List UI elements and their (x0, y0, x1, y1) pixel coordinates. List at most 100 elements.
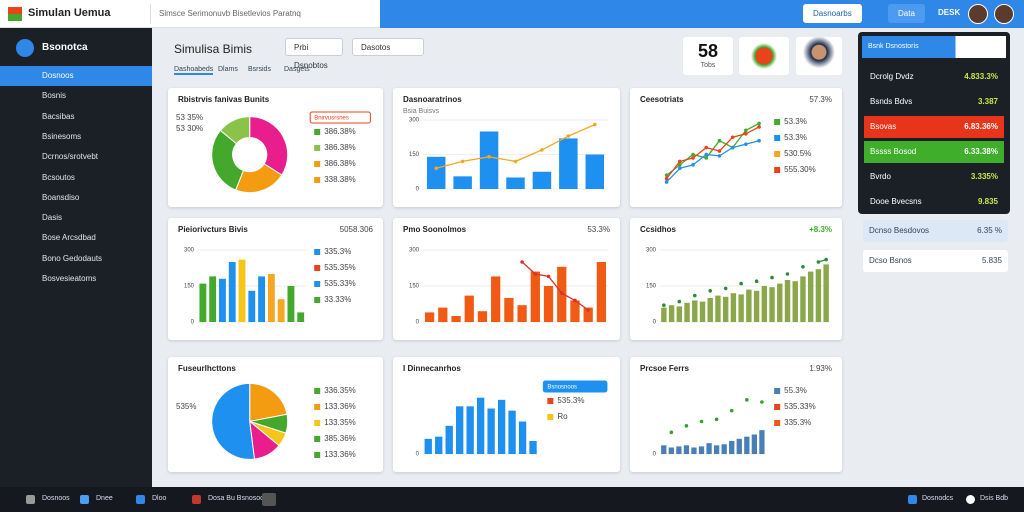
legend-swatch (547, 398, 554, 404)
bar (451, 316, 461, 322)
menu-item[interactable]: Dasis (42, 213, 63, 223)
line-point (533, 272, 538, 276)
bar (699, 301, 706, 322)
bar (506, 177, 525, 189)
line-point (744, 142, 748, 146)
task-item[interactable]: Dosnodcs (922, 495, 954, 502)
line-point (691, 163, 695, 167)
line-point (704, 145, 709, 150)
line-point (729, 408, 734, 413)
panel-corner: +8.3% (809, 225, 832, 234)
panel-corner: 53.3% (587, 225, 610, 234)
bar (759, 430, 765, 454)
summary-row: 3.387 Bsnds Bdvs (864, 91, 1004, 113)
legend-swatch (314, 388, 321, 394)
chart-panel: Fuseurlhcttons 336.35% 133.36% 133.35% 385.3… (168, 357, 383, 472)
menu-item[interactable]: Bosvesieatoms (42, 274, 97, 283)
panel-title: Rbistrvis fanivas Bunits (178, 95, 270, 104)
info-row[interactable]: 5.835 Dcso Bsnos (863, 250, 1008, 272)
chart: Ccsidhos +8.3% 0 150 300 (640, 225, 832, 326)
search-box[interactable]: Simsce Serimonuvb Bisetlevios Paratnq (150, 4, 376, 24)
y-tick-label: 0 (653, 320, 657, 326)
panel-corner: 57.3% (809, 95, 832, 104)
badge-label: Bsnosnoos (547, 385, 577, 391)
bar (698, 446, 705, 454)
task-item[interactable]: Dnee (96, 495, 113, 502)
chart: Dasnoaratrinos Bsia Buisvs 0 150 300 (403, 95, 608, 193)
menu-item[interactable]: Bose Arcsdbad (42, 233, 96, 243)
badge-image (739, 37, 789, 75)
task-icon (262, 493, 276, 506)
menu-item[interactable]: Bono Gedodauts (42, 253, 103, 263)
bar (532, 171, 552, 189)
legend-label: 33.33% (324, 295, 351, 304)
line-point (770, 275, 774, 280)
header-button[interactable]: Dasnoarbs (803, 4, 862, 23)
menu-item[interactable]: Dcrnos/srotvebt (42, 152, 99, 162)
chart: Pmo Soonolmos 53.3% 0 150 300 (403, 225, 610, 325)
legend-swatch (774, 420, 781, 426)
tab[interactable]: Dashoabeds (174, 66, 214, 75)
summary-row: 4.833.3% Dcrolg Dvdz (864, 66, 1004, 88)
tab[interactable]: Bsrsids (248, 66, 271, 73)
info-row[interactable]: 6.35 % Dcnso Besdovos (863, 220, 1008, 242)
taskbar: Dosnoos Dnee Dloo Dosa Bu Bsnosooes Dosnodcs… (0, 487, 1024, 512)
legend-label: 53.3% (784, 133, 807, 142)
legend-swatch (774, 135, 781, 141)
task-item[interactable]: Dosa Bu Bsnosooes (208, 495, 272, 502)
task-icon (966, 495, 975, 504)
bar (209, 276, 217, 322)
task-icon (80, 495, 89, 504)
line-point (745, 398, 749, 402)
line-point (677, 299, 682, 304)
line-point (460, 159, 465, 164)
line-point (566, 134, 571, 138)
bar (792, 281, 798, 322)
header-button[interactable]: Data (888, 4, 925, 23)
menu-item[interactable]: Bacsibas (42, 111, 75, 121)
legend-swatch (314, 452, 321, 458)
chart-panel: Ccsidhos +8.3% 0 150 300 (630, 218, 842, 340)
task-icon (908, 495, 917, 504)
legend-swatch (314, 265, 321, 271)
side-label: 535% (176, 402, 196, 411)
line-point (714, 417, 719, 422)
tab[interactable]: Dlams (218, 66, 238, 73)
page-button[interactable]: Dasotos (352, 38, 424, 56)
panel-corner: 5058.306 (340, 225, 374, 234)
stat-card: 58 Tobs (683, 37, 733, 75)
menu-item[interactable]: Boansdiso (42, 192, 80, 202)
row-label: Bsnds Bdvs (870, 97, 913, 106)
y-tick-label: 300 (409, 248, 420, 254)
line-point (757, 125, 761, 129)
line-point (739, 281, 743, 286)
menu-item[interactable]: Bcsoutos (42, 172, 75, 182)
row-label: Dooe Bvecsns (870, 197, 922, 206)
line-point (723, 286, 728, 291)
legend-label: 133.36% (324, 402, 356, 411)
chart: Ceesotriats 57.3% 53.3% 53.3% 530.5% 555.30% (640, 95, 832, 184)
bar (228, 262, 236, 322)
bar (713, 445, 720, 454)
bar (570, 300, 580, 322)
task-item[interactable]: Dsis Bdb (980, 495, 1009, 502)
legend-label: 386.38% (324, 143, 356, 152)
bar (267, 274, 275, 322)
task-item[interactable]: Dloo (152, 495, 167, 502)
task-item[interactable]: Dosnoos (42, 495, 70, 502)
tab[interactable]: Dasgets (284, 66, 310, 73)
bar (676, 446, 682, 454)
page-button[interactable]: Prbi Dsnobtos (285, 38, 343, 70)
legend-swatch (314, 249, 321, 255)
y-tick-label: 0 (653, 452, 657, 458)
bar (736, 438, 742, 454)
bar (464, 295, 474, 322)
bar (721, 444, 727, 454)
legend-label: 386.38% (324, 159, 356, 168)
bar (426, 156, 446, 189)
line-point (592, 122, 597, 127)
bar (769, 287, 775, 322)
menu-item[interactable]: Bosnis (42, 91, 67, 101)
menu-item[interactable]: Dosnoos (0, 66, 152, 86)
menu-item[interactable]: Bsinesoms (42, 131, 82, 141)
